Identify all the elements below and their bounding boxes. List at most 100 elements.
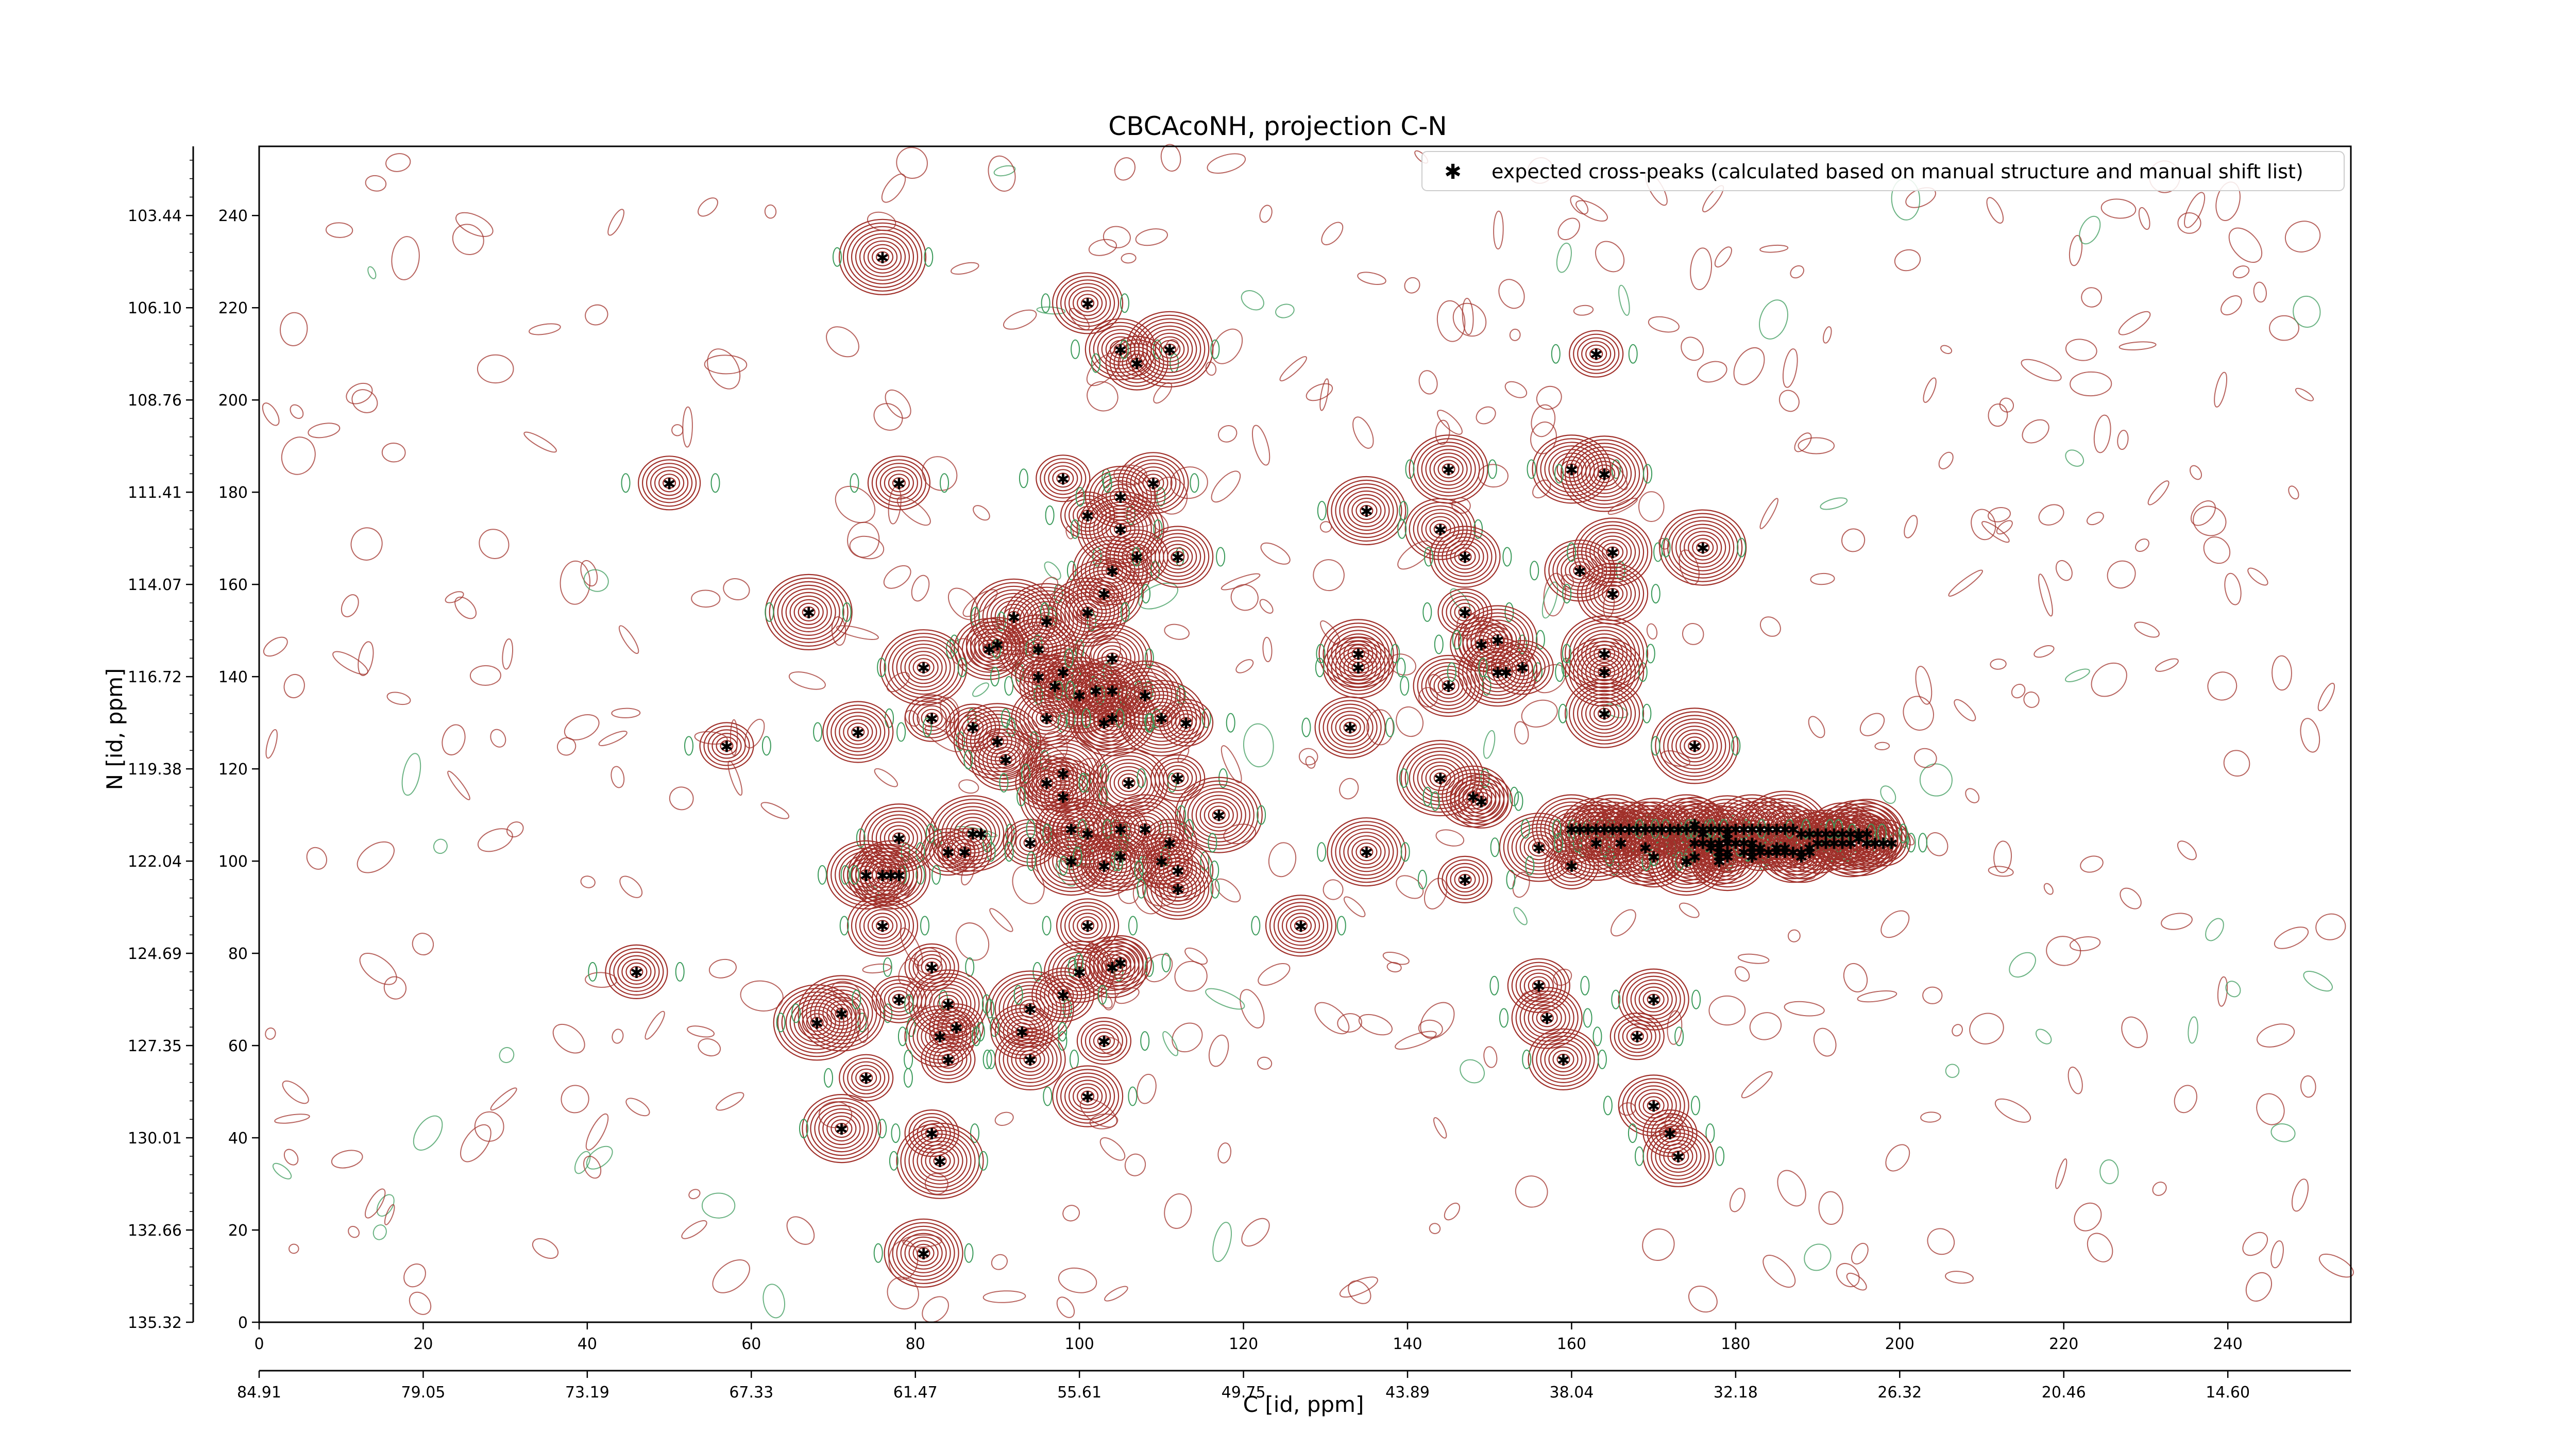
- negative-lobe: [1525, 856, 1535, 875]
- peak-contour: [1626, 1027, 1648, 1046]
- negative-lobe: [1691, 1096, 1700, 1116]
- peak-contour: [1647, 1128, 1710, 1184]
- noise-contour: [1217, 425, 1238, 443]
- noise-contour: [2223, 750, 2250, 777]
- negative-lobe: [1077, 819, 1087, 839]
- negative-lobe: [1397, 519, 1407, 539]
- peak-contour: [1036, 612, 1058, 631]
- negative-lobe: [1226, 713, 1235, 733]
- x-tick-label: 80: [906, 1335, 925, 1353]
- peak-contour: [1027, 604, 1066, 638]
- peak-contour: [892, 477, 906, 489]
- peak-contour: [1093, 1031, 1115, 1051]
- peak-contour: [1442, 463, 1455, 475]
- data-point: ✱: [1811, 835, 1824, 853]
- peak-contour: [835, 712, 882, 752]
- data-point: ✱: [1737, 835, 1750, 853]
- peak-contour: [1663, 1143, 1693, 1169]
- peak-contour: [1171, 772, 1185, 784]
- negative-lobe: [1391, 644, 1400, 664]
- negative-lobe: [1058, 1022, 1067, 1042]
- x-tick-label: 220: [2049, 1335, 2078, 1353]
- noise-contour: [2081, 287, 2102, 308]
- peak-contour: [1589, 700, 1620, 727]
- peak-contour: [950, 707, 996, 748]
- noise-contour: [911, 575, 930, 602]
- noise-contour: [1988, 403, 2008, 427]
- negative-lobe: [970, 1123, 979, 1143]
- data-point: ✱: [1598, 821, 1611, 839]
- peak-contour: [1622, 972, 1685, 1027]
- noise-contour: [681, 1220, 707, 1239]
- noise-contour: [586, 1145, 613, 1170]
- peak-contour: [1475, 795, 1488, 807]
- peak-contour: [941, 832, 988, 872]
- negative-lobe: [1535, 630, 1545, 650]
- data-point: ✱: [1778, 844, 1791, 862]
- data-point: ✱: [1172, 881, 1184, 899]
- peak-contour: [888, 829, 910, 848]
- peak-contour-group: [799, 1094, 887, 1164]
- noise-contour: [1836, 1262, 1860, 1288]
- peak-contour: [1487, 663, 1509, 682]
- y-tick-label: 40: [228, 1130, 248, 1148]
- negative-lobe: [873, 1243, 883, 1263]
- peak-contour: [1163, 544, 1193, 570]
- negative-lobe: [1201, 708, 1211, 728]
- peak-contour: [1142, 526, 1214, 588]
- peak-contour: [818, 1108, 865, 1149]
- peak-contour-group: [1405, 434, 1497, 504]
- negative-lobe: [1115, 708, 1125, 728]
- peak-contour: [1081, 606, 1095, 618]
- noise-contour: [274, 1114, 310, 1124]
- peak-contour: [699, 722, 754, 770]
- peak-contour: [879, 865, 902, 885]
- data-point: ✱: [1803, 839, 1816, 857]
- peak-contour: [1130, 690, 1193, 746]
- peak-contour: [1011, 1042, 1049, 1076]
- noise-contour: [2303, 971, 2333, 992]
- noise-contour: [2022, 419, 2049, 444]
- peak-contour: [1409, 750, 1472, 806]
- peak-contour: [1458, 606, 1472, 618]
- noise-contour: [1820, 497, 1848, 510]
- peak-contour: [1003, 1035, 1058, 1083]
- noise-contour: [1164, 624, 1190, 640]
- peak-contour: [1536, 1008, 1558, 1027]
- noise-contour: [454, 596, 477, 619]
- peak-contour: [1072, 655, 1152, 726]
- peak-contour: [1023, 1053, 1037, 1065]
- negative-lobe: [1013, 985, 1023, 1005]
- noise-contour: [955, 922, 990, 961]
- peak-contour: [994, 750, 1017, 769]
- data-point: ✱: [1459, 604, 1471, 622]
- negative-lobe: [1210, 879, 1220, 899]
- peak-contour: [1073, 502, 1103, 529]
- peak-contour: [1146, 848, 1177, 874]
- noise-contour: [2184, 192, 2206, 228]
- peak-contour: [1183, 784, 1255, 846]
- negative-lobe: [1847, 823, 1857, 844]
- peak-contour: [1581, 816, 1612, 842]
- peak-contour: [1347, 835, 1386, 869]
- peak-contour: [1064, 1076, 1111, 1117]
- peak-contour: [1433, 672, 1464, 699]
- noise-contour: [1679, 902, 1700, 918]
- noise-contour: [1846, 1272, 1867, 1291]
- y-ppm-tick-label: 111.41: [128, 484, 182, 502]
- noise-contour: [1595, 241, 1625, 273]
- noise-contour: [1690, 247, 1713, 291]
- peak-contour: [798, 602, 820, 622]
- peak-contour: [978, 724, 1017, 758]
- noise-contour: [1121, 253, 1137, 264]
- peak-contour: [1561, 554, 1599, 587]
- peak-contour: [1060, 279, 1115, 327]
- noise-contour: [1211, 470, 1241, 503]
- peak-contour: [1667, 1147, 1689, 1166]
- peak-contour: [1585, 528, 1640, 576]
- peak-contour: [1011, 992, 1049, 1025]
- noise-contour: [1603, 591, 1615, 619]
- data-point: ✱: [1705, 835, 1718, 853]
- negative-lobe: [1251, 916, 1261, 936]
